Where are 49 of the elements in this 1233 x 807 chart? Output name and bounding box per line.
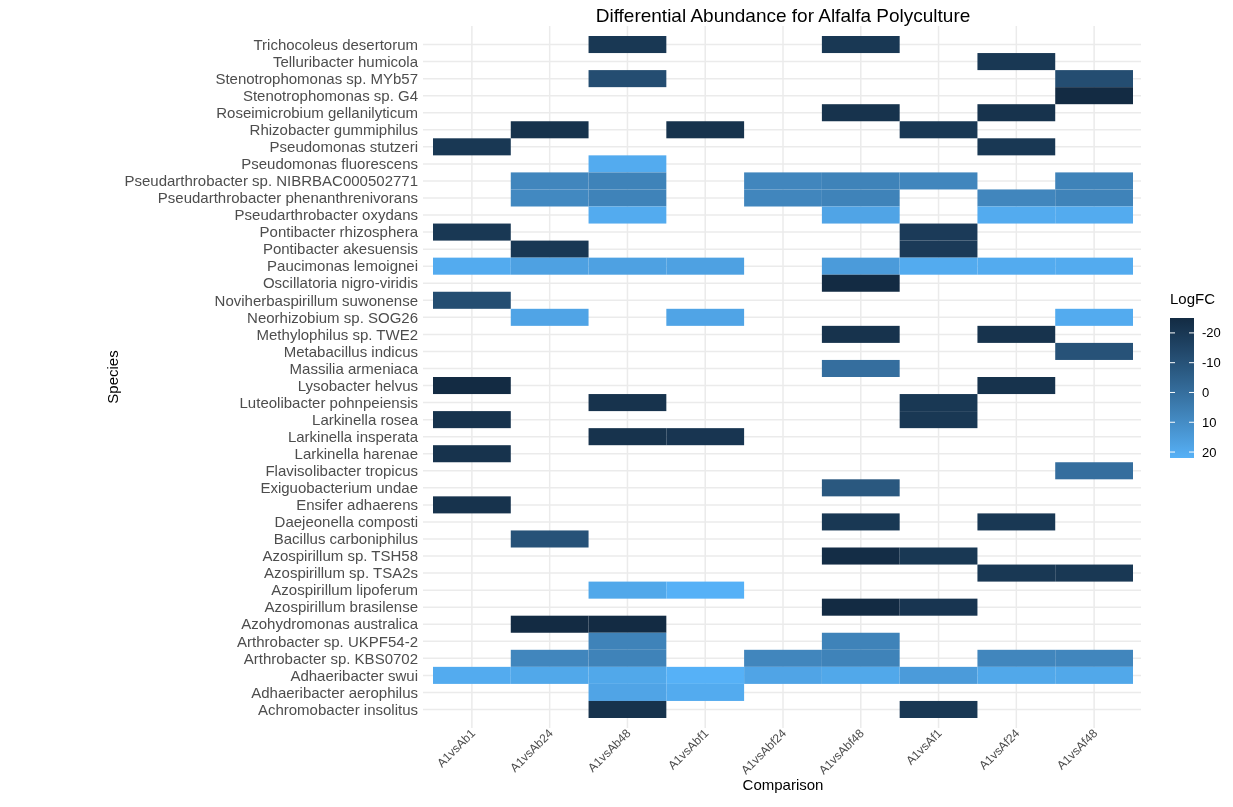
y-tick-label: Pontibacter rhizosphera — [259, 223, 419, 241]
y-tick-label: Azospirillum sp. TSA2s — [264, 564, 418, 582]
y-tick-label: Daejeonella composti — [274, 513, 418, 531]
y-tick-label: Azospirillum brasilense — [264, 598, 418, 616]
y-tick-label: Pontibacter akesuensis — [262, 240, 418, 258]
y-tick-label: Larkinella rosea — [312, 410, 419, 428]
y-tick-label: Trichocoleus desertorum — [253, 35, 418, 53]
y-tick-label: Azohydromonas australica — [241, 615, 419, 633]
y-tick-label: Exiguobacterium undae — [260, 479, 418, 497]
y-tick-label: Pseudarthrobacter phenanthrenivorans — [157, 189, 418, 207]
y-tick-label: Pseudarthrobacter oxydans — [234, 206, 418, 224]
y-tick-label: Larkinella harenae — [294, 444, 418, 462]
y-tick-label: Paucimonas lemoignei — [267, 257, 418, 275]
y-tick-label: Azospirillum sp. TSH58 — [262, 547, 418, 565]
color-bar-label: 10 — [1202, 414, 1217, 430]
y-tick-label: Noviherbaspirillum suwonense — [214, 291, 418, 309]
y-tick-label: Azospirillum lipoferum — [271, 581, 418, 599]
y-tick-label: Oscillatoria nigro-viridis — [262, 274, 418, 292]
y-tick-label: Telluribacter humicola — [272, 52, 419, 70]
color-bar-title: LogFC — [1170, 290, 1216, 307]
y-tick-label: Arthrobacter sp. UKPF54-2 — [237, 632, 418, 650]
y-tick-label: Larkinella insperata — [287, 427, 419, 445]
color-bar-label: 0 — [1202, 385, 1210, 401]
y-tick-label: Roseimicrobium gellanilyticum — [216, 103, 418, 121]
y-tick-label: Arthrobacter sp. KBS0702 — [243, 649, 418, 667]
y-axis-title: Species — [104, 350, 121, 404]
y-tick-label: Pseudomonas fluorescens — [241, 155, 418, 173]
color-bar-label: 20 — [1202, 444, 1217, 460]
y-tick-label: Pseudarthrobacter sp. NIBRBAC000502771 — [124, 172, 418, 190]
y-tick-label: Metabacillus indicus — [283, 342, 418, 360]
color-bar-label: -10 — [1202, 355, 1221, 371]
x-axis-title: Comparison — [742, 776, 824, 793]
y-tick-label: Stenotrophomonas sp. G4 — [242, 86, 418, 104]
y-tick-label: Lysobacter helvus — [297, 376, 418, 394]
y-tick-label: Adhaeribacter aerophilus — [251, 683, 418, 701]
y-tick-label: Luteolibacter pohnpeiensis — [239, 393, 418, 411]
y-tick-label: Rhizobacter gummiphilus — [249, 121, 418, 139]
y-tick-label: Stenotrophomonas sp. MYb57 — [215, 69, 418, 87]
y-tick-label: Achromobacter insolitus — [257, 700, 418, 718]
color-bar-label: -20 — [1202, 325, 1221, 341]
y-tick-label: Adhaeribacter swui — [290, 666, 418, 684]
y-tick-label: Ensifer adhaerens — [296, 496, 418, 514]
y-tick-label: Methylophilus sp. TWE2 — [256, 325, 418, 343]
y-tick-label: Bacillus carboniphilus — [273, 530, 418, 548]
y-tick-label: Neorhizobium sp. SOG26 — [247, 308, 418, 326]
chart-title: Differential Abundance for Alfalfa Polyculture — [595, 5, 971, 26]
y-tick-label: Pseudomonas stutzeri — [269, 138, 418, 156]
y-tick-label: Massilia armeniaca — [289, 359, 419, 377]
y-tick-label: Flavisolibacter tropicus — [265, 462, 418, 480]
